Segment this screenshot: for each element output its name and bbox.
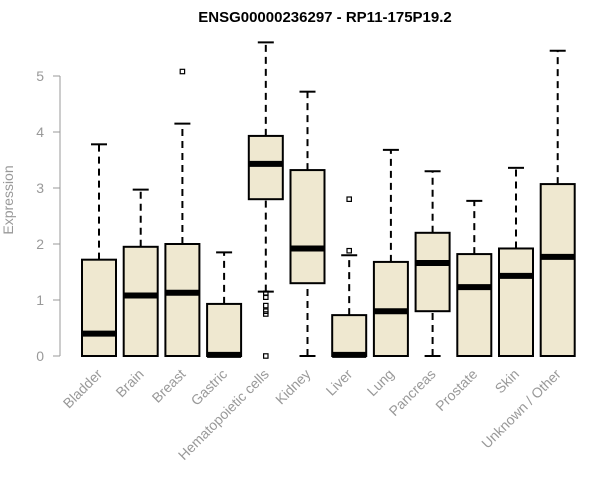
outlier-hematopoietic-cells-4	[263, 311, 269, 317]
box-body-hematopoietic-cells	[247, 134, 284, 201]
y-axis-label: Expression	[0, 165, 16, 234]
y-tick-label-1: 1	[36, 292, 44, 308]
box-brain	[122, 188, 159, 357]
outlier-liver-1	[346, 196, 353, 203]
box-body-gastric	[206, 302, 243, 358]
box-bladder	[81, 143, 117, 357]
box-gastric	[206, 251, 243, 358]
y-tick-label-3: 3	[36, 180, 44, 196]
x-tick-label-prostate: Prostate	[432, 366, 480, 414]
box-skin	[498, 166, 534, 357]
box-body-breast	[164, 243, 201, 357]
x-tick-label-liver: Liver	[323, 366, 356, 399]
x-tick-label-skin: Skin	[492, 366, 523, 397]
y-axis: 0 1 2 3 4 5	[36, 68, 61, 364]
box-liver	[331, 196, 368, 358]
box-body-liver	[331, 314, 368, 357]
outlier-liver-0	[346, 247, 353, 254]
box-body-prostate	[456, 253, 493, 357]
box-hematopoietic-cells	[247, 41, 284, 359]
outlier-breast-0	[179, 68, 186, 75]
box-unknown-other	[539, 49, 576, 357]
box-pancreas	[414, 170, 451, 357]
box-prostate	[456, 199, 493, 357]
box-body-pancreas	[414, 231, 451, 313]
box-breast	[164, 68, 201, 357]
x-tick-label-unknown-other: Unknown / Other	[478, 366, 564, 452]
x-tick-label-kidney: Kidney	[272, 366, 314, 408]
y-tick-label-2: 2	[36, 236, 44, 252]
box-body-skin	[498, 247, 534, 357]
y-tick-label-5: 5	[36, 68, 44, 84]
x-tick-label-bladder: Bladder	[60, 366, 106, 412]
outlier-hematopoietic-cells-1	[263, 294, 269, 301]
y-tick-label-0: 0	[36, 348, 44, 364]
box-kidney	[289, 90, 326, 357]
plot-area	[81, 41, 576, 359]
box-lung	[372, 148, 409, 358]
x-tick-label-breast: Breast	[149, 366, 189, 406]
box-body-brain	[122, 245, 159, 357]
chart-title: ENSG00000236297 - RP11-175P19.2	[198, 9, 452, 26]
outlier-hematopoietic-cells-2	[263, 302, 269, 309]
x-tick-label-lung: Lung	[364, 366, 397, 399]
box-body-unknown-other	[539, 183, 576, 357]
box-body-bladder	[81, 258, 117, 357]
y-tick-label-4: 4	[36, 124, 44, 140]
outlier-hematopoietic-cells-5	[263, 353, 269, 359]
x-tick-label-brain: Brain	[112, 366, 146, 400]
box-body-kidney	[289, 169, 326, 285]
